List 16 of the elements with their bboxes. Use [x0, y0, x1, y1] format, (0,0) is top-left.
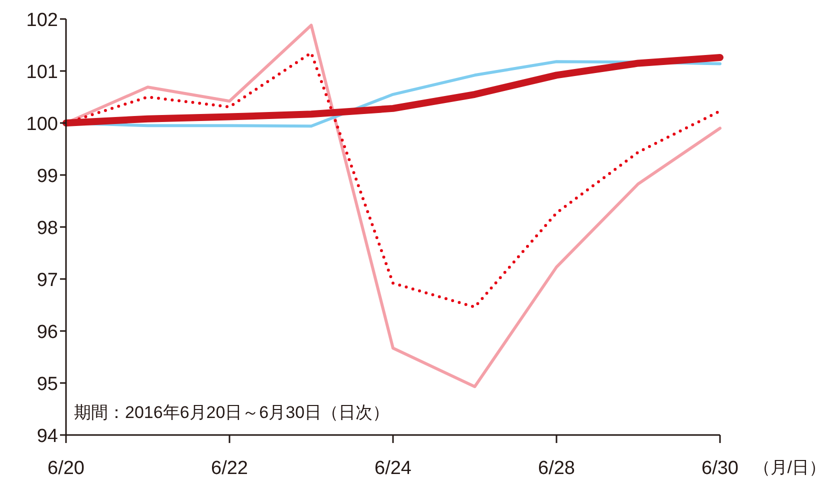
y-tick-label: 100: [26, 114, 58, 135]
annotations: 期間：2016年6月20日～6月30日（日次）: [74, 403, 390, 422]
x-tick-label: 6/28: [538, 458, 575, 479]
y-tick-label: 94: [36, 426, 58, 447]
y-tick-label: 97: [36, 270, 58, 291]
y-tick-label: 96: [36, 322, 58, 343]
x-tick-label: 6/30: [702, 458, 738, 479]
y-tick-label: 98: [36, 218, 58, 239]
x-tick-label: 6/24: [374, 458, 412, 479]
y-tick-label: 101: [26, 62, 58, 83]
x-tick-label: 6/22: [211, 458, 248, 479]
x-tick-label: 6/20: [48, 458, 84, 479]
y-tick-label: 99: [36, 166, 58, 187]
x-axis-title: （月/日）: [753, 458, 826, 477]
y-tick-label: 95: [36, 374, 58, 395]
y-tick-label: 102: [26, 10, 58, 31]
